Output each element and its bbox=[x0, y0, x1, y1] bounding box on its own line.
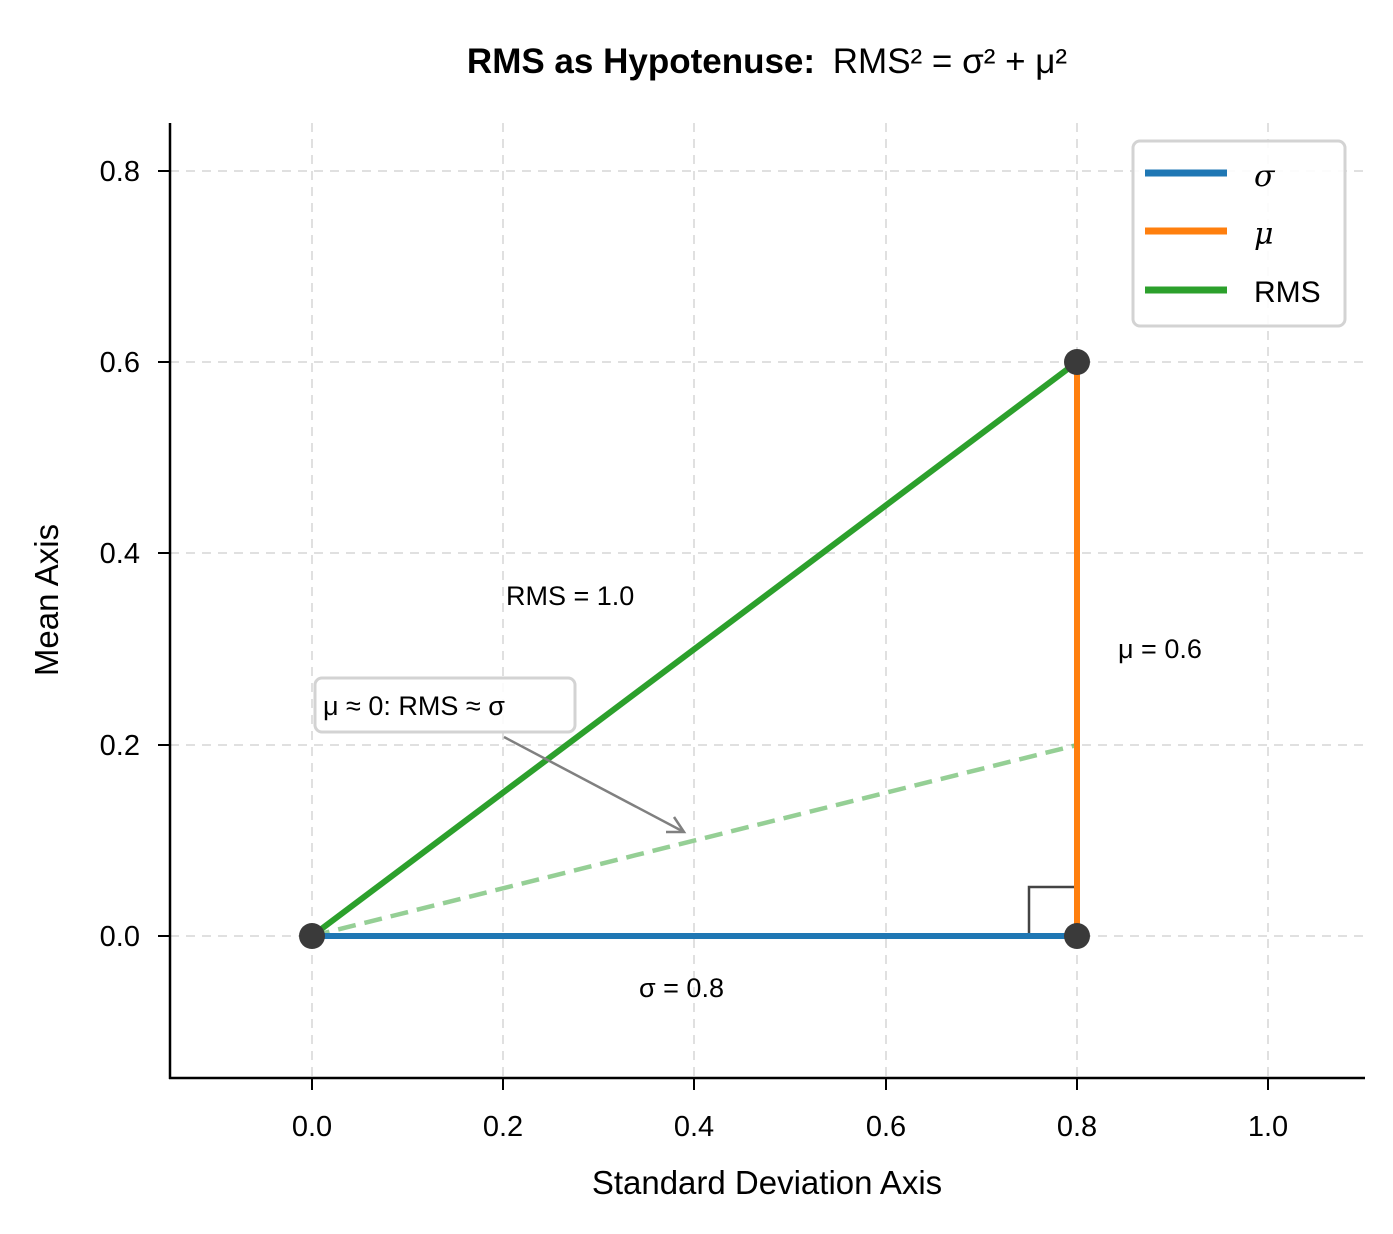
vertex-right-angle bbox=[1064, 923, 1090, 949]
annotation-small-mean-text: μ ≈ 0: RMS ≈ σ bbox=[323, 691, 505, 721]
svg-text:RMS: RMS bbox=[1254, 276, 1321, 309]
chart-title-math: RMS² = σ² + μ² bbox=[833, 42, 1067, 81]
svg-text:0.4: 0.4 bbox=[674, 1111, 714, 1143]
vertex-origin bbox=[299, 923, 325, 949]
axes-spines bbox=[168, 123, 1365, 1080]
right-angle-marker bbox=[1027, 885, 1077, 936]
svg-text:0.8: 0.8 bbox=[100, 156, 140, 188]
annotation-arrow-head-icon bbox=[666, 816, 687, 834]
legend-item-mu: μ bbox=[1145, 217, 1274, 252]
annotation-rms-value: RMS = 1.0 bbox=[506, 581, 634, 611]
svg-text:0.8: 0.8 bbox=[1057, 1111, 1097, 1143]
small-mean-hypotenuse-dashed bbox=[311, 742, 1078, 939]
grid bbox=[170, 123, 1365, 1078]
svg-text:μ: μ bbox=[1254, 217, 1274, 252]
x-axis-tick-labels: 0.0 0.2 0.4 0.6 0.8 1.0 bbox=[292, 1111, 1288, 1143]
annotation-mu-value: μ = 0.6 bbox=[1118, 634, 1202, 664]
annotation-arrow-shaft bbox=[503, 735, 685, 834]
legend-box bbox=[1131, 139, 1347, 328]
rms-line bbox=[310, 359, 1079, 939]
svg-text:0.6: 0.6 bbox=[866, 1111, 906, 1143]
svg-text:1.0: 1.0 bbox=[1248, 1111, 1288, 1143]
y-axis-ticks bbox=[158, 170, 170, 937]
chart-title-bold: RMS as Hypotenuse: bbox=[467, 42, 815, 81]
svg-text:0.4: 0.4 bbox=[100, 538, 140, 570]
x-axis-label: Standard Deviation Axis bbox=[592, 1164, 942, 1201]
svg-text:0.0: 0.0 bbox=[100, 921, 140, 953]
svg-text:0.0: 0.0 bbox=[292, 1111, 332, 1143]
annotation-sigma-value: σ = 0.8 bbox=[639, 973, 724, 1003]
legend-item-sigma: σ bbox=[1145, 159, 1276, 194]
x-axis-ticks bbox=[311, 1078, 1269, 1090]
vertex-top bbox=[1064, 349, 1090, 375]
svg-text:0.2: 0.2 bbox=[483, 1111, 523, 1143]
vertex-points bbox=[299, 349, 1090, 949]
svg-text:σ: σ bbox=[1254, 159, 1276, 194]
y-axis-tick-labels: 0.0 0.2 0.4 0.6 0.8 bbox=[100, 156, 140, 953]
y-axis-label: Mean Axis bbox=[28, 524, 65, 676]
legend: σ μ RMS bbox=[1131, 139, 1347, 328]
chart-title: RMS as Hypotenuse: RMS² = σ² + μ² bbox=[467, 42, 1067, 81]
annotation-box bbox=[313, 676, 577, 734]
svg-text:0.6: 0.6 bbox=[100, 347, 140, 379]
legend-item-rms: RMS bbox=[1145, 276, 1321, 309]
svg-text:0.2: 0.2 bbox=[100, 730, 140, 762]
annotation-small-mean: μ ≈ 0: RMS ≈ σ bbox=[313, 676, 687, 834]
